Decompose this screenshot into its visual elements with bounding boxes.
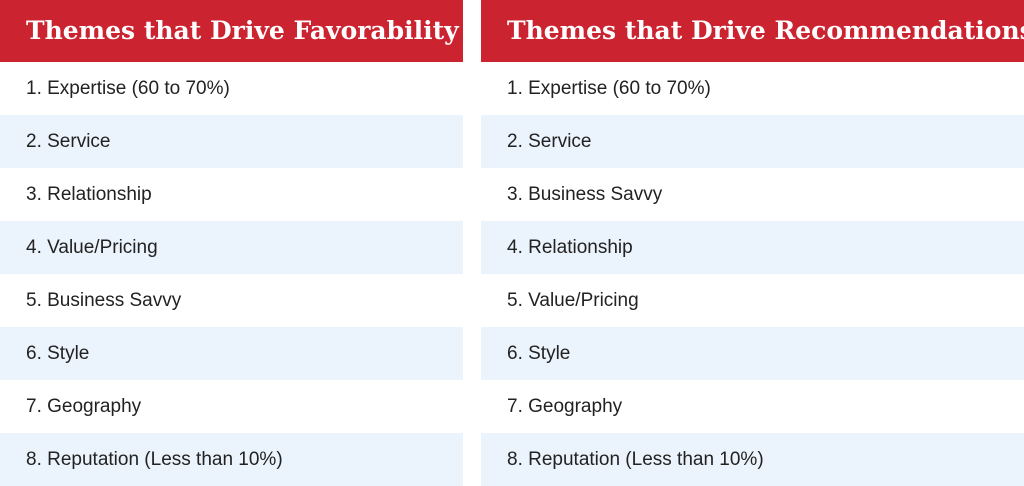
list-item: 7. Geography xyxy=(0,380,463,433)
list-item: 4. Relationship xyxy=(481,221,1024,274)
list-item: 8. Reputation (Less than 10%) xyxy=(481,433,1024,486)
list-item: 4. Value/Pricing xyxy=(0,221,463,274)
list-item: 3. Business Savvy xyxy=(481,168,1024,221)
list-item: 3. Relationship xyxy=(0,168,463,221)
list-item: 2. Service xyxy=(481,115,1024,168)
list-item: 6. Style xyxy=(0,327,463,380)
list-item: 1. Expertise (60 to 70%) xyxy=(0,62,463,115)
favorability-list: 1. Expertise (60 to 70%) 2. Service 3. R… xyxy=(0,62,463,486)
favorability-table: Themes that Drive Favorability 1. Expert… xyxy=(0,0,463,486)
list-item: 8. Reputation (Less than 10%) xyxy=(0,433,463,486)
list-item: 5. Business Savvy xyxy=(0,274,463,327)
list-item: 2. Service xyxy=(0,115,463,168)
list-item: 1. Expertise (60 to 70%) xyxy=(481,62,1024,115)
favorability-table-title: Themes that Drive Favorability xyxy=(0,0,463,62)
list-item: 7. Geography xyxy=(481,380,1024,433)
list-item: 6. Style xyxy=(481,327,1024,380)
list-item: 5. Value/Pricing xyxy=(481,274,1024,327)
recommendations-list: 1. Expertise (60 to 70%) 2. Service 3. B… xyxy=(481,62,1024,486)
recommendations-table-title: Themes that Drive Recommendations xyxy=(481,0,1024,62)
recommendations-table: Themes that Drive Recommendations 1. Exp… xyxy=(481,0,1024,486)
